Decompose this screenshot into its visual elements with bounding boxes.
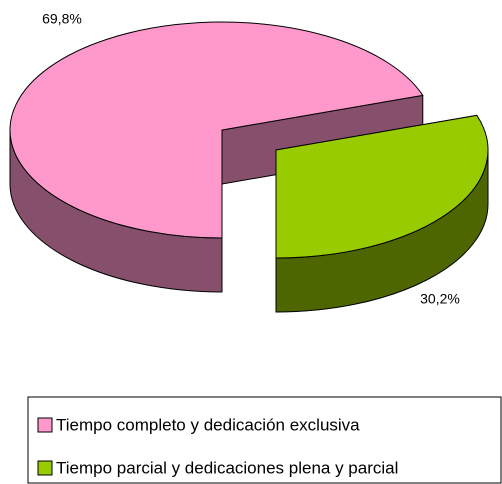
legend-swatch bbox=[37, 460, 53, 476]
pie bbox=[9, 21, 489, 313]
slice bbox=[275, 114, 489, 259]
data-label: 30,2% bbox=[420, 291, 460, 307]
data-label: 69,8% bbox=[42, 11, 82, 27]
legend-box bbox=[27, 396, 502, 484]
slice bbox=[9, 21, 424, 239]
legend-swatch bbox=[37, 417, 53, 433]
legend-label: Tiempo parcial y dedicaciones plena y pa… bbox=[56, 458, 398, 477]
legend-label: Tiempo completo y dedicación exclusiva bbox=[56, 415, 360, 434]
